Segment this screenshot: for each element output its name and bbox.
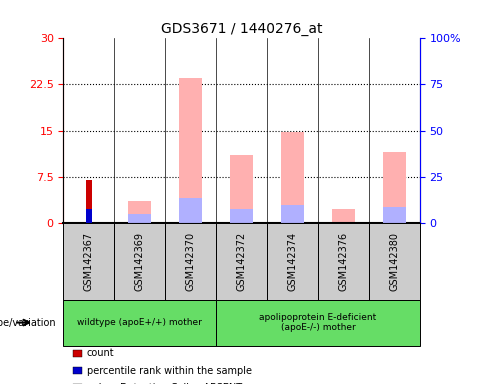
Bar — [128, 214, 151, 223]
Text: percentile rank within the sample: percentile rank within the sample — [87, 366, 252, 376]
Text: wildtype (apoE+/+) mother: wildtype (apoE+/+) mother — [77, 318, 202, 327]
Text: apolipoprotein E-deficient
(apoE-/-) mother: apolipoprotein E-deficient (apoE-/-) mot… — [259, 313, 377, 332]
Bar — [86, 209, 92, 223]
Text: value, Detection Call = ABSENT: value, Detection Call = ABSENT — [87, 383, 242, 384]
Text: GSM142370: GSM142370 — [185, 232, 196, 291]
Bar — [179, 198, 202, 223]
Text: GSM142372: GSM142372 — [237, 232, 246, 291]
Bar — [179, 78, 202, 223]
Text: GSM142367: GSM142367 — [84, 232, 94, 291]
Text: genotype/variation: genotype/variation — [0, 318, 59, 328]
Text: GSM142380: GSM142380 — [389, 232, 399, 291]
Bar — [383, 152, 406, 223]
Bar — [332, 209, 355, 223]
Bar — [230, 209, 253, 223]
Bar — [281, 205, 304, 223]
Bar — [230, 155, 253, 223]
Bar — [128, 201, 151, 223]
Text: GSM142369: GSM142369 — [135, 232, 145, 291]
Text: count: count — [87, 348, 115, 358]
Bar — [383, 207, 406, 223]
Bar — [281, 132, 304, 223]
Text: GSM142374: GSM142374 — [287, 232, 298, 291]
Text: GSM142376: GSM142376 — [338, 232, 348, 291]
Title: GDS3671 / 1440276_at: GDS3671 / 1440276_at — [161, 22, 322, 36]
Bar — [86, 180, 92, 223]
